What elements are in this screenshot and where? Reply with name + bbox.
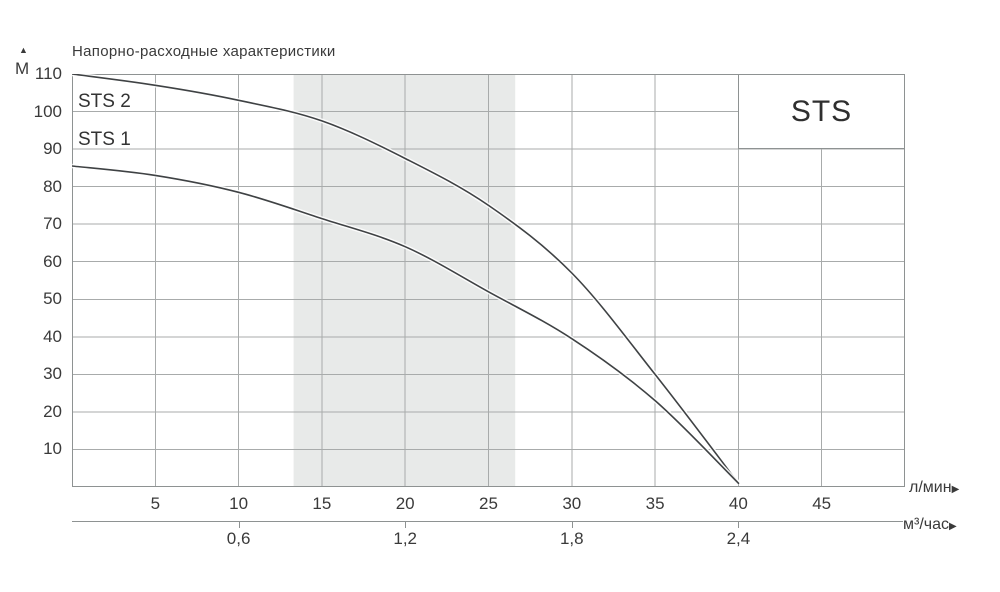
curve-sts-2 — [72, 74, 740, 484]
y-tick-label: 20 — [43, 401, 62, 421]
series-label-sts1: STS 1 — [78, 129, 131, 150]
secondary-tick-label: 2,4 — [726, 529, 751, 548]
y-tick-label: 110 — [34, 64, 62, 83]
secondary-axis-tick — [738, 521, 740, 528]
x-tick-label: 30 — [562, 494, 582, 513]
plot-area: STS 2 STS 1 STS — [72, 74, 905, 487]
secondary-axis-tick — [238, 521, 240, 528]
y-axis-unit-label: М — [15, 59, 30, 78]
chart-title: Напорно-расходные характеристики — [72, 43, 336, 60]
right-arrow-icon: ▶ — [949, 521, 957, 532]
y-tick-label: 100 — [33, 101, 62, 121]
y-tick-label: 10 — [43, 439, 62, 459]
x-axis-secondary-unit-label: м³/час▶ — [903, 516, 957, 534]
y-tick-label: 50 — [43, 289, 62, 309]
working-range-band — [293, 74, 516, 487]
series-label-sts2: STS 2 — [78, 91, 131, 112]
y-tick-label: 60 — [43, 251, 62, 271]
y-tick-label: 90 — [43, 139, 62, 159]
x-axis-primary-unit-label: л/мин▶ — [909, 479, 959, 497]
plot-border — [72, 74, 905, 487]
y-tick-label: 80 — [43, 176, 62, 196]
x-tick-label: 40 — [728, 494, 748, 513]
secondary-tick-label: 1,8 — [559, 529, 584, 548]
x-tick-label: 45 — [812, 494, 832, 513]
plot-svg — [72, 74, 905, 487]
secondary-axis-line — [72, 521, 903, 522]
secondary-axis-tick — [405, 521, 407, 528]
right-arrow-icon: ▶ — [951, 484, 960, 495]
x-tick-label: 5 — [150, 494, 161, 513]
x-tick-label: 25 — [479, 494, 498, 513]
secondary-axis-tick — [571, 521, 573, 528]
x-tick-label: 35 — [645, 494, 665, 513]
legend-box: STS — [738, 74, 905, 149]
x-tick-label: 20 — [395, 494, 415, 513]
y-tick-label: 30 — [43, 364, 62, 384]
x-tick-label: 15 — [312, 494, 332, 513]
legend-box-label: STS — [790, 94, 853, 128]
y-axis-up-arrow-icon: ▲ — [19, 45, 28, 55]
curve-sts-1 — [72, 165, 740, 484]
secondary-tick-label: 0,6 — [226, 529, 251, 548]
secondary-tick-label: 1,2 — [393, 529, 417, 548]
y-tick-label: 40 — [43, 326, 62, 346]
x-tick-label: 10 — [229, 494, 249, 513]
secondary-unit-text: м³/час — [903, 516, 950, 533]
y-tick-label: 70 — [43, 214, 62, 234]
primary-unit-text: л/мин — [909, 479, 952, 496]
